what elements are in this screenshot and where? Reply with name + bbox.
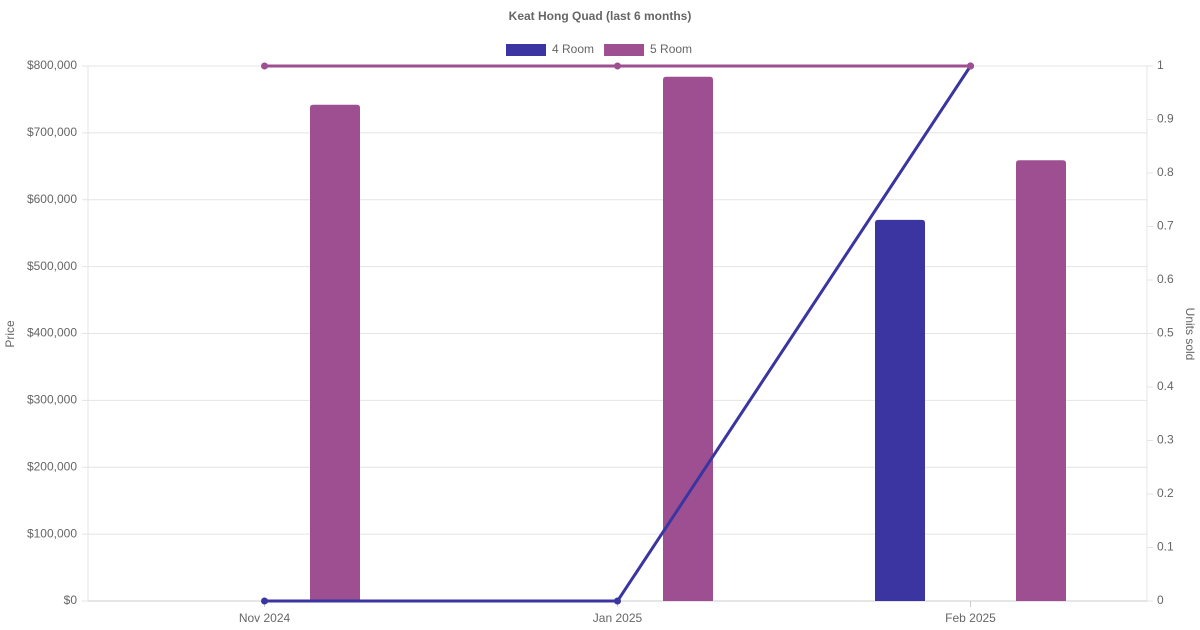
line-point [614,597,621,605]
legend-swatch [604,44,645,56]
y-tick-label: $700,000 [27,125,77,139]
bar [875,219,925,601]
y2-axis-title: Units sold [1183,308,1197,361]
y2-tick-label: 0.5 [1157,326,1174,340]
legend-label: 4 Room [552,42,594,56]
y2-tick-label: 0.8 [1157,165,1174,179]
y-tick-label: $200,000 [27,459,77,473]
bar [663,76,713,601]
line-point [614,62,621,70]
y2-tick-label: 0.9 [1157,112,1174,126]
y-tick-label: $600,000 [27,192,77,206]
y2-tick-label: 0.2 [1157,486,1174,500]
y2-tick-label: 0.6 [1157,272,1174,286]
legend-swatch [506,44,546,56]
y2-tick-label: 0 [1157,593,1164,607]
bar [1016,160,1066,601]
x-tick-label: Nov 2024 [239,611,291,625]
y-axis-title: Price [3,320,17,348]
y2-tick-label: 1 [1157,58,1164,72]
y-tick-label: $500,000 [27,259,77,273]
line-point [967,62,974,70]
y-tick-label: $400,000 [27,326,77,340]
y2-tick-label: 0.7 [1157,219,1174,233]
y2-tick-label: 0.3 [1157,433,1174,447]
chart-title: Keat Hong Quad (last 6 months) [509,9,692,23]
bar [310,104,360,601]
legend-label: 5 Room [650,42,692,56]
line-point [261,597,268,605]
y2-tick-label: 0.1 [1157,540,1174,554]
line-point [261,62,268,70]
x-tick-label: Feb 2025 [945,611,996,625]
y-tick-label: $300,000 [27,393,77,407]
y-tick-label: $800,000 [27,58,77,72]
y-tick-label: $100,000 [27,526,77,540]
y-tick-label: $0 [64,593,78,607]
x-tick-label: Jan 2025 [593,611,643,625]
y2-tick-label: 0.4 [1157,379,1174,393]
